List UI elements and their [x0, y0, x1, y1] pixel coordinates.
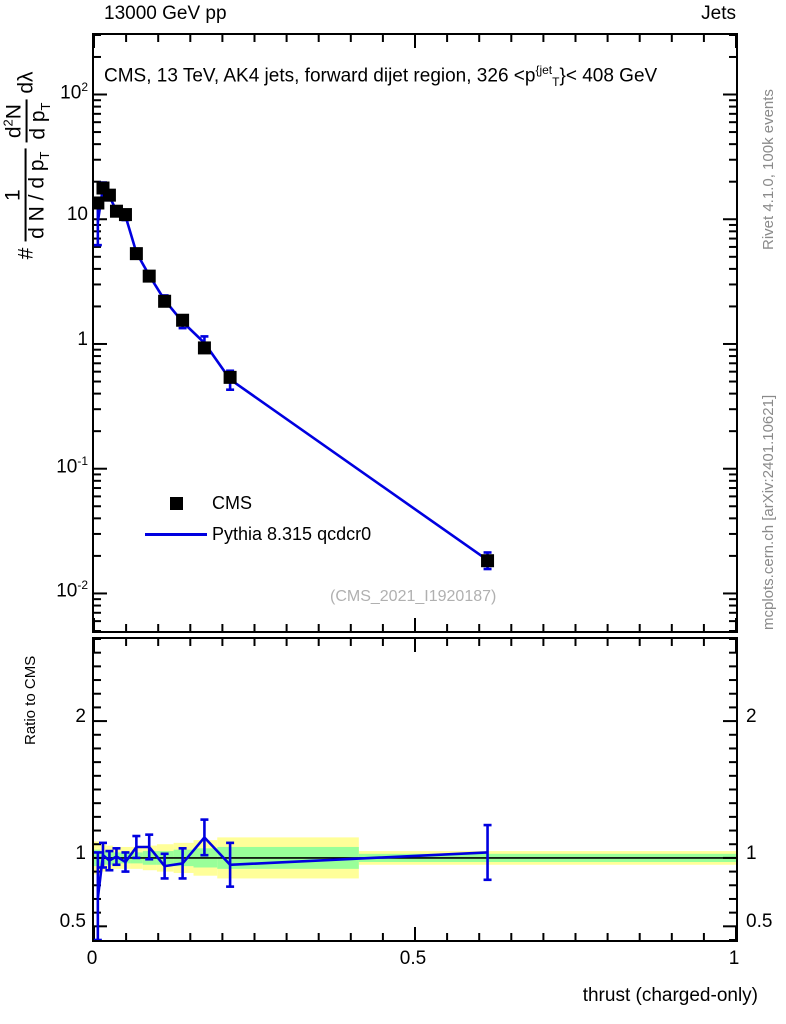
- main-y-tick-2: 1: [77, 328, 88, 350]
- y-label-num-sup: 2: [0, 119, 16, 127]
- y-tick-exp: -1: [77, 453, 88, 468]
- ratio-y-tick-right-0: 2: [746, 706, 757, 728]
- legend: CMS Pythia 8.315 qcdcr0: [140, 488, 371, 550]
- main-y-axis-label: # 1 d N / d pT d2N d pT dλ: [0, 28, 58, 318]
- legend-label-pythia: Pythia 8.315 qcdcr0: [212, 524, 372, 544]
- plot-title-superscript: {jet: [535, 63, 553, 77]
- main-axis-ticks: [94, 35, 736, 631]
- y-label-fraction-outer: 1 d N / d pT: [2, 148, 52, 242]
- main-y-tick-1: 10: [66, 204, 88, 226]
- header-category-label: Jets: [701, 3, 736, 24]
- legend-item-pythia[interactable]: Pythia 8.315 qcdcr0: [140, 519, 371, 550]
- legend-label-cms: CMS: [212, 493, 252, 513]
- x-tick-1: 0.5: [399, 948, 427, 969]
- rivet-version-label: Rivet 4.1.0, 100k events: [760, 89, 777, 250]
- y-tick-exp: 2: [81, 79, 88, 94]
- y-tick-exp: -2: [77, 578, 88, 593]
- legend-item-cms[interactable]: CMS: [140, 488, 371, 519]
- y-label-den2-group: d pT: [26, 102, 53, 140]
- ratio-y-tick-left-2: 0.5: [59, 911, 86, 933]
- y-label-den-sub: T: [36, 151, 52, 160]
- ratio-y-tick-right-1: 1: [746, 842, 757, 864]
- x-tick-0: 0: [86, 948, 98, 969]
- plot-title-subscript: T: [552, 75, 560, 90]
- ratio-y-tick-left-0: 2: [75, 706, 86, 728]
- x-axis-title: thrust (charged-only): [582, 985, 758, 1006]
- y-tick-base: 10: [56, 456, 78, 478]
- ratio-y-tick-right-2: 0.5: [746, 911, 773, 933]
- ratio-data-series: [94, 818, 492, 940]
- analysis-id-watermark: (CMS_2021_I1920187): [330, 588, 497, 605]
- ratio-y-axis-label: Ratio to CMS: [22, 655, 39, 745]
- main-plot-svg: [94, 35, 736, 631]
- y-label-num-group: d2N: [0, 99, 28, 143]
- plot-title-main: CMS, 13 TeV, AK4 jets, forward dijet reg…: [104, 65, 536, 87]
- ratio-plot-panel: [92, 637, 738, 942]
- y-label-den-group: d N / d pT: [25, 151, 52, 239]
- main-y-tick-4: 10-2: [0, 578, 88, 602]
- main-data-series: [94, 181, 495, 571]
- y-label-fraction-inner: d2N d pT: [0, 99, 53, 143]
- legend-marker-line-icon: [140, 533, 212, 536]
- y-tick-base: 10: [60, 81, 82, 103]
- mcplots-source-label: mcplots.cern.ch [arXiv:2401.10621]: [760, 394, 777, 630]
- main-y-tick-3: 10-1: [0, 454, 88, 478]
- main-y-tick-0: 102: [0, 80, 88, 104]
- plot-title-tail: }< 408 GeV: [559, 65, 658, 87]
- x-tick-2: 1: [728, 948, 740, 969]
- plot-title: CMS, 13 TeV, AK4 jets, forward dijet reg…: [104, 63, 657, 89]
- y-label-hash: #: [14, 247, 38, 260]
- ratio-y-tick-left-1: 1: [75, 842, 86, 864]
- ratio-axis-ticks: [94, 639, 736, 940]
- header-beam-label: 13000 GeV pp: [104, 3, 227, 24]
- y-tick-base: 10: [56, 580, 78, 602]
- ratio-plot-svg: [94, 639, 736, 940]
- y-label-one: 1: [2, 148, 27, 242]
- legend-marker-square-icon: [140, 497, 212, 510]
